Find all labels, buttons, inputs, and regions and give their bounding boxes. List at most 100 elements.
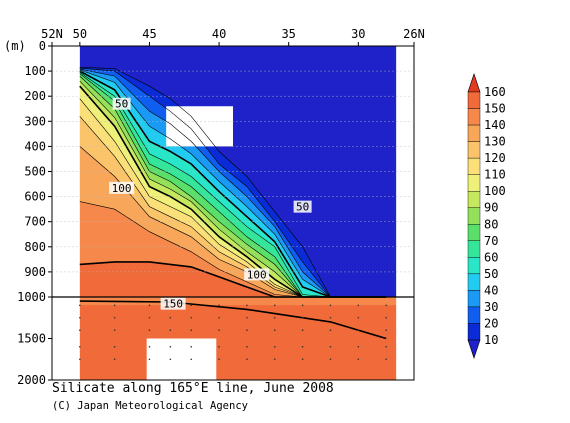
sample-point bbox=[301, 346, 304, 348]
sample-point bbox=[218, 304, 220, 307]
y-tick-label: 800 bbox=[24, 240, 46, 254]
silicate-field bbox=[52, 46, 414, 380]
sample-point bbox=[218, 346, 220, 348]
colorbar-segment bbox=[467, 91, 481, 109]
colorbar-segment bbox=[467, 290, 481, 308]
sample-point bbox=[190, 358, 193, 361]
sample-point bbox=[148, 358, 151, 361]
deep-band-0 bbox=[52, 297, 414, 306]
sample-point bbox=[385, 316, 387, 319]
missing-region-0 bbox=[166, 106, 233, 147]
colorbar-label: 150 bbox=[484, 102, 506, 116]
colorbar-label: 90 bbox=[484, 201, 498, 215]
x-tick-label: 40 bbox=[212, 27, 226, 41]
colorbar-segment bbox=[467, 141, 481, 159]
sample-point bbox=[357, 329, 360, 332]
axes: 0 100 200 300 400 500 600 700 800 900 1000 1500 2000… bbox=[4, 27, 425, 387]
y-tick-label: 900 bbox=[24, 265, 46, 279]
missing-region-1 bbox=[146, 338, 217, 380]
sample-point bbox=[148, 329, 151, 332]
plot-frame bbox=[51, 45, 415, 381]
sample-point bbox=[357, 316, 360, 319]
contour-label-bg bbox=[112, 97, 131, 110]
y-tick-label: 300 bbox=[24, 114, 46, 128]
contour-label-bg bbox=[244, 268, 270, 281]
colorbar-label: 100 bbox=[484, 184, 506, 198]
sample-point bbox=[169, 316, 172, 319]
sample-point bbox=[148, 304, 151, 307]
sample-point bbox=[246, 329, 248, 332]
sample-point bbox=[79, 358, 81, 361]
x-tick-label: 30 bbox=[351, 27, 365, 41]
sample-point bbox=[273, 329, 276, 332]
sample-point bbox=[190, 329, 193, 332]
sample-point bbox=[301, 329, 304, 332]
sample-point bbox=[357, 346, 360, 348]
sample-point bbox=[169, 346, 172, 348]
colorbar-label: 140 bbox=[484, 118, 506, 132]
deep-band-2 bbox=[52, 321, 414, 347]
sample-point bbox=[246, 304, 248, 307]
colorbar-segment bbox=[467, 273, 481, 291]
colorbar-label: 20 bbox=[484, 316, 498, 330]
sample-point bbox=[148, 316, 151, 319]
x-tick-label: 45 bbox=[142, 27, 156, 41]
y-tick-label: 100 bbox=[24, 64, 46, 78]
sample-points bbox=[79, 304, 387, 361]
sample-point bbox=[148, 346, 151, 348]
sample-point bbox=[385, 346, 387, 348]
y-tick-label: 700 bbox=[24, 215, 46, 229]
colorbar-label: 120 bbox=[484, 151, 506, 165]
sample-point bbox=[301, 358, 304, 361]
sample-point bbox=[79, 346, 81, 348]
colorbar-label: 40 bbox=[484, 283, 498, 297]
contour-label-1: 100 bbox=[112, 182, 132, 195]
sample-point bbox=[190, 304, 193, 307]
x-tick-label: 35 bbox=[281, 27, 295, 41]
sample-point bbox=[113, 358, 116, 361]
sample-point bbox=[385, 304, 387, 307]
colorbar-label: 50 bbox=[484, 267, 498, 281]
sample-point bbox=[113, 316, 116, 319]
sample-point bbox=[246, 316, 248, 319]
y-tick-label: 600 bbox=[24, 190, 46, 204]
sample-point bbox=[273, 304, 276, 307]
y-tick-label: 2000 bbox=[17, 373, 46, 387]
colorbar-segment bbox=[467, 108, 481, 126]
colorbar-label: 80 bbox=[484, 217, 498, 231]
colorbar-segment bbox=[467, 306, 481, 324]
colorbar-segment bbox=[467, 207, 481, 225]
x-tick-label: 26N bbox=[403, 27, 425, 41]
sample-point bbox=[329, 329, 332, 332]
sample-point bbox=[169, 358, 172, 361]
colorbar-segment bbox=[467, 124, 481, 142]
sample-point bbox=[273, 316, 276, 319]
colorbar-segment bbox=[467, 190, 481, 208]
contour-label-3: 100 bbox=[247, 268, 267, 281]
sample-point bbox=[113, 346, 116, 348]
contour-labels: 50 100 50 100 150 bbox=[109, 97, 312, 311]
sample-point bbox=[190, 316, 193, 319]
deep-band-3 bbox=[52, 346, 414, 380]
sample-point bbox=[385, 329, 387, 332]
colorbar-segment bbox=[467, 323, 481, 341]
deep-band-1 bbox=[52, 305, 414, 322]
y-tick-label: 500 bbox=[24, 165, 46, 179]
y-tick-label: 1000 bbox=[17, 290, 46, 304]
x-tick-label: 50 bbox=[73, 27, 87, 41]
no-data-strip-north bbox=[52, 46, 80, 380]
colorbar-segment bbox=[467, 157, 481, 175]
sample-point bbox=[79, 329, 81, 332]
sample-point bbox=[79, 304, 81, 307]
sample-point bbox=[329, 346, 332, 348]
sample-point bbox=[357, 358, 360, 361]
sample-point bbox=[246, 346, 248, 348]
colorbar-label: 30 bbox=[484, 300, 498, 314]
sample-point bbox=[218, 358, 220, 361]
y-tick-label: 400 bbox=[24, 139, 46, 153]
sample-point bbox=[113, 329, 116, 332]
contour-label-0: 50 bbox=[115, 98, 128, 111]
missing-data-layer bbox=[146, 106, 233, 380]
y-tick-label: 200 bbox=[24, 89, 46, 103]
